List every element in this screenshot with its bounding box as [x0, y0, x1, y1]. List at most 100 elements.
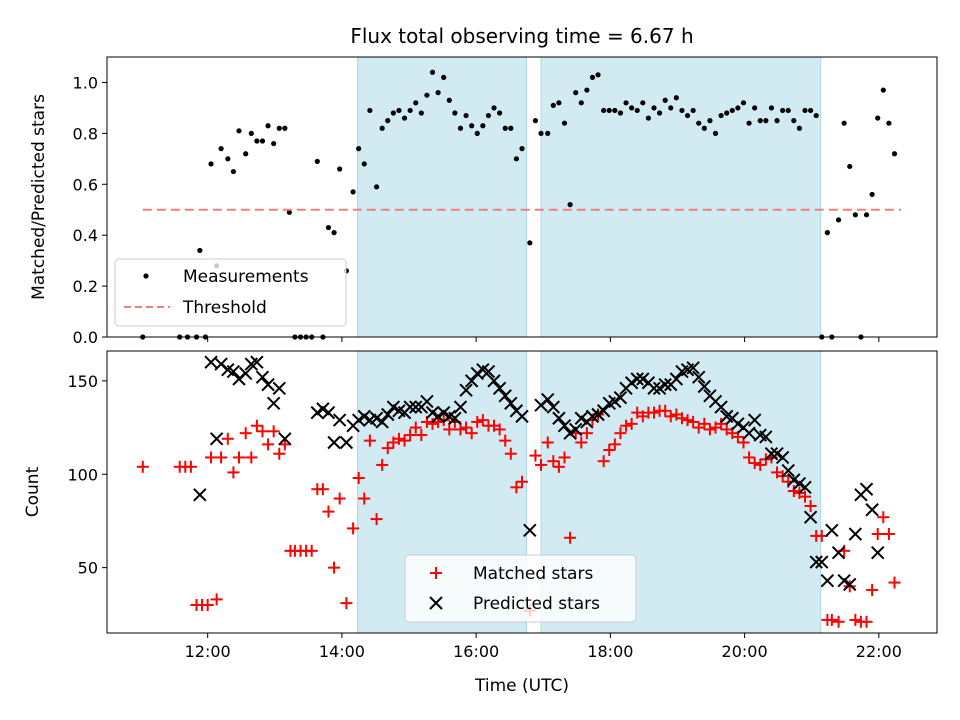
- measurement-point: [538, 130, 544, 136]
- predicted-star-point: [266, 396, 281, 410]
- matched-star-point: [541, 436, 554, 449]
- matched-star-point: [273, 447, 286, 460]
- measurement-point: [208, 161, 214, 167]
- measurement-point: [513, 156, 520, 162]
- measurement-point: [474, 130, 480, 136]
- predicted-star-point: [552, 411, 566, 425]
- predicted-star-point: [332, 413, 347, 427]
- matched-star-point: [221, 432, 234, 445]
- predicted-star-point: [557, 418, 572, 433]
- matched-star-point: [201, 598, 214, 611]
- measurement-point: [707, 118, 713, 124]
- matched-star-point: [552, 460, 565, 473]
- measurement-point: [390, 110, 396, 116]
- bottom-legend: Matched stars Predicted stars: [404, 554, 637, 623]
- predicted-star-point: [865, 503, 879, 517]
- matched-star-point: [136, 460, 149, 473]
- measurement-point: [701, 125, 707, 131]
- measurement-point: [813, 112, 819, 119]
- predicted-star-point: [420, 394, 434, 409]
- measurement-point: [891, 151, 898, 157]
- matched-star-point: [392, 432, 405, 445]
- measurement-point: [612, 107, 618, 114]
- measurement-point: [729, 107, 735, 114]
- measurement-point: [218, 146, 224, 152]
- y-tick-label: 0.2: [73, 277, 98, 296]
- predicted-stars-legend-label: Predicted stars: [473, 594, 600, 614]
- top-axes-frame: [106, 56, 938, 338]
- y-tick-label: 0.6: [73, 175, 98, 194]
- measurement-point: [469, 123, 475, 129]
- matched-star-point: [647, 406, 660, 419]
- predicted-star-point: [747, 413, 762, 427]
- measurement-point: [401, 115, 408, 121]
- measurement-point: [367, 107, 373, 114]
- measurement-point: [847, 163, 853, 170]
- matched-star-point: [347, 522, 360, 535]
- predicted-star-point: [515, 409, 529, 424]
- measurement-point: [696, 120, 702, 126]
- matched-stars-legend-label: Matched stars: [473, 564, 593, 584]
- bottom-y-ticks: 50 100 150: [67, 372, 107, 578]
- measurement-point: [656, 110, 663, 116]
- measurement-point: [807, 107, 814, 114]
- measurement-point: [230, 168, 237, 175]
- predicted-star-point: [498, 389, 512, 403]
- predicted-star-point: [815, 555, 829, 569]
- x-tick-label: 14:00: [319, 642, 365, 661]
- matched-star-point: [558, 451, 571, 464]
- predicted-star-point: [781, 463, 795, 478]
- matched-star-point: [471, 415, 484, 428]
- predicted-star-point: [697, 379, 712, 394]
- predicted-star-point: [255, 370, 270, 384]
- predicted-star-point: [686, 361, 700, 375]
- measurement-point: [561, 120, 568, 126]
- matched-star-point: [504, 447, 517, 460]
- measurement-point: [314, 158, 320, 164]
- predicted-star-point: [375, 415, 389, 429]
- measurement-point: [623, 100, 629, 106]
- predicted-star-point: [403, 400, 417, 414]
- predicted-star-point: [226, 364, 241, 379]
- measurement-point: [550, 102, 556, 108]
- predicted-star-point: [481, 364, 496, 379]
- y-tick-label: 150: [67, 372, 98, 391]
- measurement-point: [325, 224, 332, 231]
- matched-star-point: [409, 421, 422, 434]
- matched-star-point: [787, 485, 800, 498]
- measurement-point: [356, 146, 362, 152]
- observing-interval-1: [357, 56, 527, 338]
- matched-star-point: [352, 471, 365, 484]
- measurement-point: [606, 107, 612, 114]
- measurement-point: [373, 184, 380, 190]
- matched-star-point: [358, 492, 371, 505]
- measurements-legend-marker: [143, 273, 149, 279]
- predicted-star-point: [647, 381, 661, 396]
- measurement-point: [824, 230, 830, 236]
- measurements-legend-label: Measurements: [183, 267, 309, 287]
- predicted-star-point: [492, 381, 507, 396]
- measurement-point: [852, 212, 858, 218]
- measurement-point: [225, 156, 231, 162]
- measurement-point: [497, 110, 503, 116]
- matched-star-point: [267, 425, 280, 438]
- matched-stars-legend-marker: [430, 567, 442, 579]
- predicted-star-point: [541, 392, 555, 407]
- measurement-point: [584, 87, 590, 93]
- measurement-point: [740, 100, 747, 106]
- matched-star-point: [381, 442, 394, 455]
- measurement-point: [236, 128, 242, 134]
- measurement-point: [791, 118, 797, 124]
- matched-star-point: [625, 417, 638, 430]
- measurement-point: [886, 120, 892, 126]
- measurement-point: [869, 191, 875, 198]
- measurement-point: [724, 110, 730, 116]
- x-tick-label: 12:00: [185, 642, 231, 661]
- matched-star-point: [529, 449, 542, 462]
- top-legend: Measurements Threshold: [114, 258, 347, 327]
- matched-star-point: [860, 615, 873, 628]
- measurement-point: [718, 112, 724, 119]
- bottom-marks: [136, 355, 901, 628]
- measurement-point: [735, 105, 741, 111]
